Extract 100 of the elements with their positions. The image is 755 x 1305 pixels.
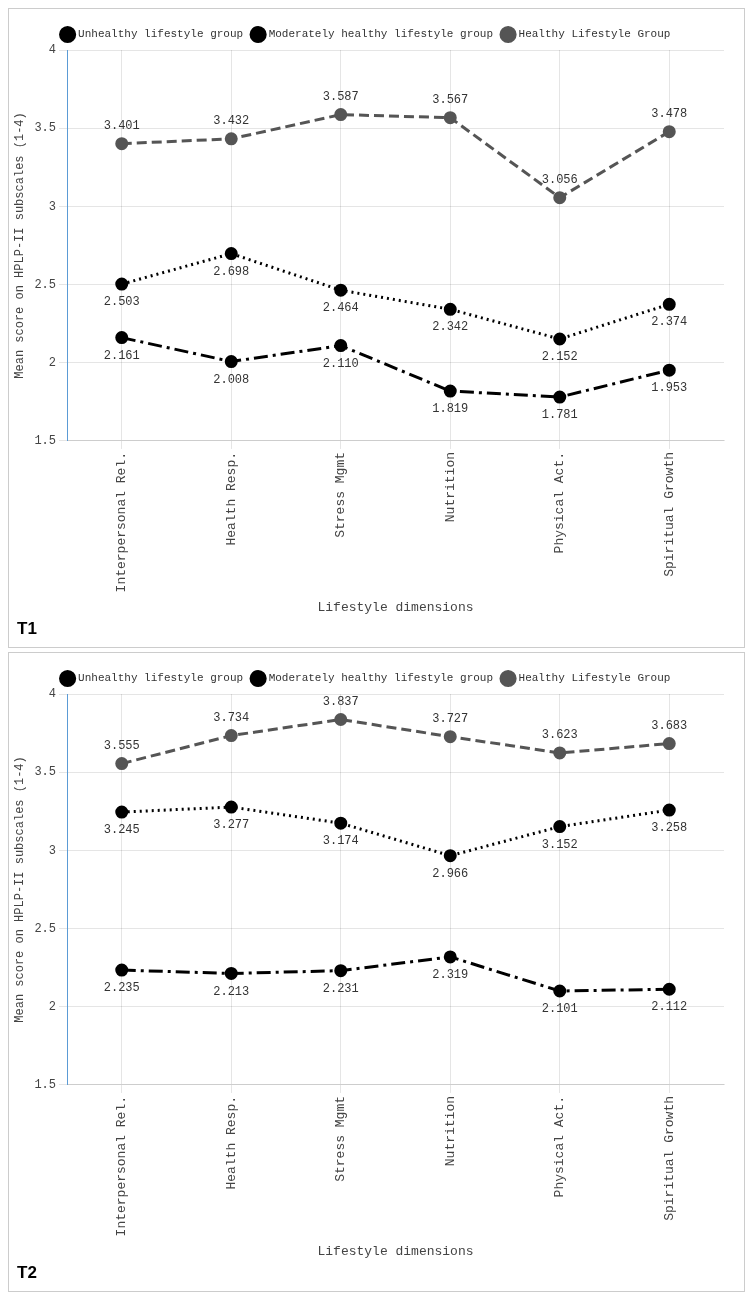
- point: [553, 191, 567, 205]
- point: [224, 800, 238, 814]
- data-label: 1.819: [432, 402, 469, 417]
- point: [334, 712, 348, 726]
- x-axis-title: Lifestyle dimensions: [317, 599, 474, 615]
- legend-label: Moderately healthy lifestyle group: [268, 28, 494, 41]
- data-label: 3.056: [541, 172, 578, 187]
- data-label: 2.319: [432, 968, 469, 983]
- data-label: 2.231: [322, 981, 359, 996]
- x-tick-label: Nutrition: [442, 451, 458, 523]
- point: [443, 111, 457, 125]
- point: [334, 964, 348, 978]
- point: [553, 746, 567, 760]
- point: [224, 355, 238, 369]
- data-label: 3.258: [651, 821, 688, 836]
- y-tick-label: 2.5: [34, 277, 56, 292]
- point: [334, 108, 348, 122]
- point: [334, 816, 348, 830]
- x-tick-label: Health Resp.: [223, 1095, 239, 1190]
- x-tick-label: Physical Act.: [552, 451, 568, 554]
- data-label: 2.213: [213, 984, 250, 999]
- point: [115, 963, 129, 977]
- point: [553, 820, 567, 834]
- data-label: 3.432: [213, 114, 250, 128]
- y-tick-label: 3: [48, 199, 56, 214]
- point: [662, 125, 676, 139]
- data-label: 3.837: [322, 694, 359, 709]
- x-tick-label: Health Resp.: [223, 451, 239, 546]
- data-label: 2.342: [432, 320, 469, 335]
- point: [115, 757, 129, 771]
- point: [224, 966, 238, 980]
- y-axis-title: Mean score on HPLP-II subscales (1-4): [13, 756, 28, 1023]
- y-tick-label: 1.5: [34, 1078, 56, 1093]
- y-axis-title: Mean score on HPLP-II subscales (1-4): [13, 112, 28, 379]
- legend-label: Healthy Lifestyle Group: [518, 28, 671, 41]
- point: [553, 332, 567, 346]
- data-label: 3.727: [432, 711, 469, 726]
- x-tick-label: Nutrition: [442, 1095, 458, 1167]
- data-label: 2.112: [651, 1000, 688, 1015]
- x-tick-label: Physical Act.: [552, 1095, 568, 1198]
- data-label: 2.235: [103, 981, 140, 996]
- point: [662, 803, 676, 817]
- legend-label: Unhealthy lifestyle group: [78, 28, 244, 41]
- point: [553, 984, 567, 998]
- data-label: 3.683: [651, 718, 688, 733]
- data-label: 2.161: [103, 348, 140, 363]
- data-label: 2.464: [322, 301, 359, 316]
- point: [662, 982, 676, 996]
- data-label: 2.152: [541, 350, 578, 365]
- x-tick-label: Spiritual Growth: [661, 451, 677, 577]
- data-label: 3.587: [322, 89, 359, 104]
- point: [443, 950, 457, 964]
- x-tick-label: Interpersonal Rel.: [114, 1095, 130, 1237]
- data-label: 2.008: [213, 372, 250, 387]
- x-tick-label: Spiritual Growth: [661, 1095, 677, 1221]
- data-label: 3.567: [432, 92, 469, 107]
- data-label: 3.174: [322, 834, 359, 849]
- point: [115, 805, 129, 819]
- point: [115, 331, 129, 345]
- y-tick-label: 3: [48, 843, 56, 858]
- data-label: 1.953: [651, 381, 688, 396]
- point: [662, 737, 676, 751]
- point: [115, 137, 129, 151]
- text: T2: [17, 1263, 37, 1283]
- y-tick-label: 3.5: [34, 765, 56, 780]
- point: [224, 132, 238, 146]
- legend-label: Healthy Lifestyle Group: [518, 672, 671, 685]
- point: [334, 339, 348, 353]
- y-tick-label: 2: [48, 355, 56, 370]
- data-label: 3.401: [103, 118, 140, 133]
- x-tick-label: Interpersonal Rel.: [114, 451, 130, 593]
- data-label: 2.503: [103, 295, 140, 310]
- text: T1: [17, 619, 37, 639]
- point: [224, 247, 238, 261]
- data-label: 1.781: [541, 408, 578, 423]
- y-tick-label: 4: [48, 43, 56, 58]
- y-tick-label: 2: [48, 999, 56, 1014]
- y-tick-label: 4: [48, 687, 56, 702]
- legend-label: Moderately healthy lifestyle group: [268, 672, 494, 685]
- point: [224, 729, 238, 743]
- point: [334, 283, 348, 297]
- point: [553, 390, 567, 404]
- data-label: 3.734: [213, 710, 250, 725]
- data-label: 3.152: [541, 837, 578, 852]
- point: [115, 277, 129, 291]
- data-label: 2.110: [322, 356, 359, 371]
- point: [662, 363, 676, 377]
- point: [443, 384, 457, 398]
- data-label: 3.277: [213, 818, 250, 833]
- legend-label: Unhealthy lifestyle group: [78, 672, 244, 685]
- y-tick-label: 3.5: [34, 121, 56, 136]
- data-label: 3.555: [103, 738, 140, 753]
- x-axis-title: Lifestyle dimensions: [317, 1243, 474, 1259]
- point: [443, 302, 457, 316]
- data-label: 2.698: [213, 264, 250, 279]
- data-label: 2.966: [432, 866, 469, 881]
- data-label: 3.478: [651, 106, 688, 121]
- point: [443, 849, 457, 863]
- data-label: 3.623: [541, 728, 578, 743]
- data-label: 3.245: [103, 823, 140, 838]
